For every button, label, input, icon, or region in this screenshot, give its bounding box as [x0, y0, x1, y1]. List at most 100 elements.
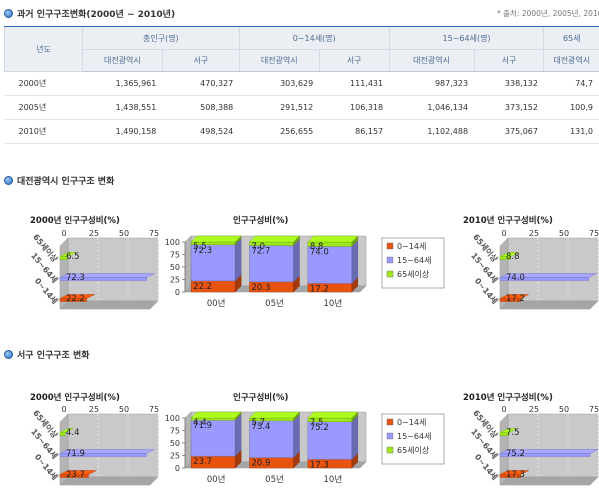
data-label: 7.5 [506, 428, 520, 438]
bar-top [190, 411, 242, 419]
plot-floor [499, 300, 599, 310]
tick-label: 0 [61, 405, 66, 414]
tick-label: 25 [89, 229, 99, 238]
category-label: 10년 [324, 298, 343, 309]
section-title-text: 과거 인구구조변화(2000년 ~ 2010년) [17, 10, 176, 20]
category-label: 05년 [265, 298, 284, 309]
data-label: 5.7 [252, 418, 266, 428]
data-label: 72.7 [252, 247, 271, 257]
section-title-seogu: 서구 인구구조 변화 [4, 348, 90, 361]
table-row: 2005년 1,438,551 508,388 291,512 106,318 … [4, 95, 599, 120]
tick-label: 25 [89, 405, 99, 414]
legend-swatch [386, 418, 394, 426]
tick-label: 100 [165, 414, 180, 423]
tick-label: 75 [170, 427, 180, 436]
bar-segment [307, 246, 353, 284]
tick-label: 75 [589, 405, 599, 414]
bar-segment [190, 419, 236, 457]
legend-label: 15~64세 [397, 432, 431, 441]
tick-label: 25 [529, 229, 539, 238]
bar [59, 277, 148, 281]
plot-wall [507, 413, 599, 478]
bar-segment [249, 420, 294, 458]
data-label: 8.8 [506, 252, 520, 262]
data-label: 17.2 [506, 294, 525, 304]
tick-label: 75 [149, 229, 159, 238]
chart-title: 2000년 인구구성비(%) [30, 393, 120, 403]
sub-header: 서구 [161, 49, 240, 72]
tick-label: 0 [175, 288, 180, 297]
table-cell: 1,365,961 [82, 71, 163, 96]
sub-header: 서구 [318, 49, 390, 72]
tick-label: 50 [170, 439, 180, 448]
bar [499, 474, 522, 478]
legend-swatch [386, 256, 394, 264]
bar-side [234, 238, 242, 282]
bar [499, 277, 590, 281]
plot-side-wall [184, 411, 192, 469]
plot-floor [59, 300, 159, 310]
bar-top [307, 411, 359, 419]
data-label: 20.3 [252, 283, 271, 293]
section-title-history: 과거 인구구조변화(2000년 ~ 2010년) [4, 7, 175, 20]
data-label: 74.0 [506, 273, 525, 283]
table-cell: 375,067 [474, 119, 544, 144]
data-label: 17.2 [310, 284, 329, 294]
data-label: 17.3 [310, 460, 329, 470]
chart-seogu-trend: 0 25 50 75 100 23.7 71.94.4 00년 20.9 73.45.7 05년 17… [165, 411, 445, 485]
bar-segment [249, 245, 294, 283]
data-label: 71.9 [193, 421, 212, 431]
bar-segment [307, 421, 353, 460]
chart-title: 2000년 인구구성비(%) [30, 216, 120, 226]
table-cell: 86,157 [319, 119, 390, 144]
tick-label: 0 [501, 405, 506, 414]
tick-label: 25 [529, 405, 539, 414]
data-label: 8.8 [310, 242, 324, 252]
tick-label: 50 [119, 229, 129, 238]
table-cell: 1,102,488 [389, 119, 475, 144]
source-note: * 출처: 2000년, 2005년, 2010년 [497, 9, 599, 18]
chart-daejeon-trend: 0 25 50 75 100 22.2 72.35.5 00년 20.3 72.77.0 05년 17… [165, 235, 445, 309]
tick-label: 50 [119, 405, 129, 414]
data-label: 7.5 [310, 418, 324, 428]
tick-label: 50 [170, 263, 180, 272]
population-table: 년도 총인구(명) 0~14세(명) 15~64세(명) 65세 대전광역시 서… [4, 27, 599, 144]
bar-side [351, 239, 359, 284]
table-cell: 74,7 [543, 71, 599, 96]
data-label: 23.7 [193, 457, 212, 467]
data-label: 72.3 [66, 273, 85, 283]
data-label: 17.3 [506, 470, 525, 480]
tick-label: 50 [559, 229, 569, 238]
data-label: 6.5 [66, 252, 80, 262]
table-cell: 498,524 [162, 119, 240, 144]
legend-label: 0~14세 [397, 418, 426, 427]
data-label: 75.2 [506, 449, 525, 459]
year-header: 년도 [4, 27, 83, 72]
category-label: 10년 [324, 474, 343, 485]
legend-label: 15~64세 [397, 256, 431, 265]
plot-side-wall [184, 235, 192, 293]
bar [499, 298, 521, 302]
bar [59, 453, 147, 457]
bar-side [234, 413, 242, 457]
table-cell: 303,629 [239, 71, 320, 96]
legend-swatch [386, 270, 394, 278]
table-cell: 1,438,551 [82, 95, 163, 120]
sub-header: 대전광역시 [388, 49, 475, 72]
tick-label: 75 [170, 251, 180, 260]
data-label: 71.9 [66, 449, 85, 459]
data-label: 72.3 [193, 246, 212, 256]
data-label: 73.4 [252, 422, 271, 432]
table-cell: 106,318 [319, 95, 390, 120]
bar-side [293, 239, 300, 283]
group-header: 총인구(명) [81, 27, 240, 50]
chart-title: 2010년 인구구성비(%) [463, 393, 553, 403]
tick-label: 100 [165, 238, 180, 247]
data-label: 20.9 [252, 459, 271, 469]
table-cell: 1,490,158 [82, 119, 163, 144]
data-label: 4.4 [66, 428, 80, 438]
table-row: 2010년 1,490,158 498,524 256,655 86,157 1… [4, 119, 599, 144]
data-label: 5.5 [193, 242, 207, 252]
